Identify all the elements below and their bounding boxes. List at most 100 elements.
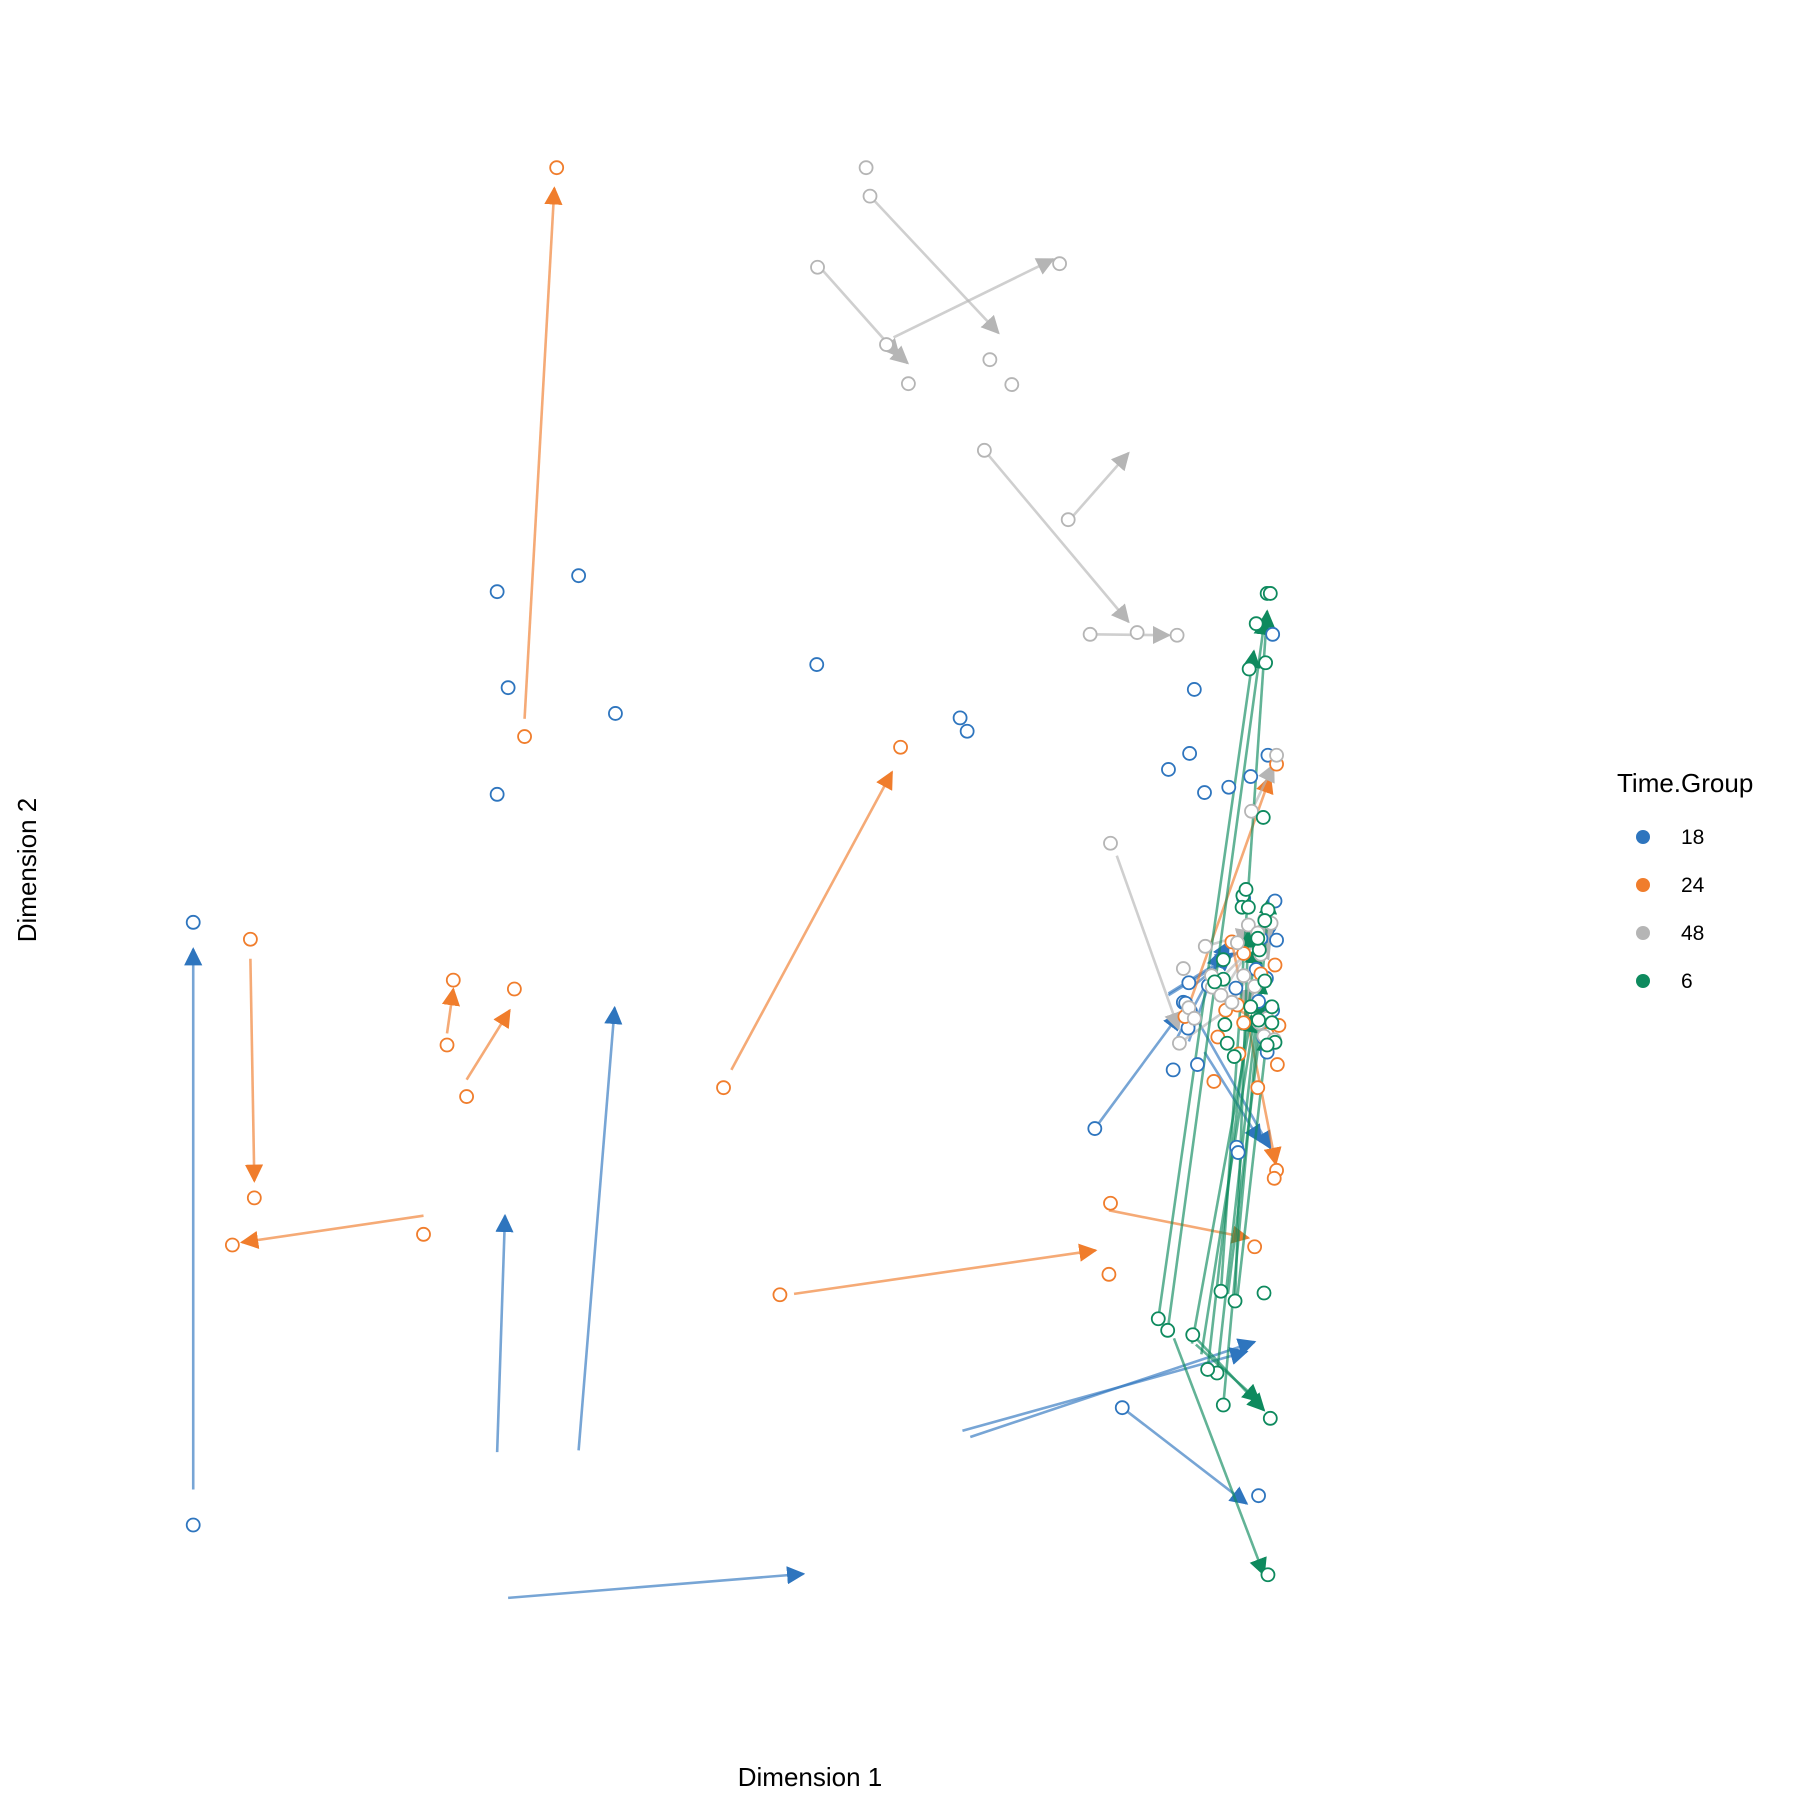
data-point-18-39 [1228, 980, 1244, 996]
data-point-48-2 [810, 259, 825, 275]
data-point-6-24 [1200, 1362, 1216, 1377]
data-point-24-1 [517, 729, 532, 744]
data-point-18-20 [1221, 779, 1237, 795]
data-point-6-5 [1255, 810, 1271, 825]
x-axis-title: Dimension 1 [738, 1762, 883, 1792]
data-point-6-14 [1251, 1012, 1266, 1028]
data-point-48-8 [976, 442, 992, 458]
data-point-18-25 [1251, 1488, 1266, 1504]
data-point-24-0 [549, 160, 565, 176]
trajectory-arrow-18-1 [495, 1213, 514, 1453]
data-point-6-21 [1256, 1285, 1272, 1301]
data-point-6-30 [1219, 1035, 1235, 1051]
legend-swatch-24 [1636, 878, 1650, 892]
data-point-24-15 [1247, 1239, 1263, 1255]
data-point-6-26 [1262, 1410, 1278, 1426]
data-point-6-37 [1238, 882, 1254, 897]
data-point-24-25 [1267, 957, 1283, 973]
trajectory-arrow-6-10 [1190, 1013, 1258, 1344]
data-point-24-11 [716, 1080, 731, 1096]
data-point-48-6 [982, 352, 998, 368]
trajectory-arrow-18-2 [577, 1005, 623, 1451]
legend-item-48: 48 [1636, 922, 1704, 945]
data-point-18-3 [489, 584, 505, 600]
trajectory-arrow-24-1 [244, 958, 264, 1183]
trajectory-arrow-24-0 [523, 186, 563, 719]
data-point-18-12 [1181, 975, 1197, 991]
data-point-18-10 [1161, 762, 1176, 777]
data-point-24-13 [1101, 1266, 1117, 1282]
data-point-6-3 [1241, 661, 1257, 677]
data-point-48-17 [1172, 1035, 1187, 1051]
data-point-24-10 [893, 739, 908, 755]
data-point-18-16 [1197, 785, 1212, 800]
data-point-6-1 [1262, 586, 1278, 601]
data-point-6-20 [1227, 1293, 1243, 1309]
data-point-24-6 [439, 1037, 455, 1053]
data-point-24-23 [1236, 946, 1252, 961]
data-point-18-1 [185, 1517, 201, 1533]
legend-item-18: 18 [1636, 826, 1704, 849]
trajectory-arrow-24-5 [730, 770, 894, 1071]
trajectory-arrow-24-6 [793, 1243, 1098, 1296]
data-point-6-29 [1226, 1049, 1242, 1064]
data-point-24-2 [242, 931, 258, 947]
trajectory-arrow-18-10 [969, 1338, 1257, 1439]
data-point-6-35 [1240, 899, 1256, 915]
trajectory-arrow-24-3 [441, 987, 461, 1034]
data-point-18-9 [1182, 746, 1198, 761]
data-point-6-28 [1217, 1017, 1233, 1032]
data-point-18-2 [489, 786, 505, 802]
trajectory-arrow-48-6 [1090, 625, 1172, 645]
data-point-48-13 [1103, 835, 1118, 851]
data-point-48-16 [1175, 961, 1191, 976]
data-point-6-12 [1250, 930, 1266, 946]
data-point-6-4 [1258, 655, 1273, 671]
data-point-6-27 [1260, 1567, 1276, 1583]
trajectory-arrow-48-7 [1115, 855, 1182, 1031]
data-point-18-36 [1269, 932, 1284, 948]
data-point-6-36 [1257, 913, 1273, 928]
trajectory-arrow-18-13 [1203, 1051, 1263, 1144]
data-point-18-22 [959, 723, 975, 739]
data-point-24-3 [246, 1190, 262, 1206]
trajectory-arrow-48-2 [869, 195, 1000, 335]
data-point-18-19 [1265, 626, 1281, 642]
data-point-48-22 [1240, 917, 1256, 933]
trajectory-arrow-24-4 [465, 1008, 511, 1081]
trajectory-arrow-48-5 [1072, 451, 1130, 517]
data-point-24-14 [1103, 1195, 1118, 1211]
trajectory-arrow-18-3 [508, 1566, 806, 1600]
data-point-24-33 [1236, 1015, 1252, 1031]
data-point-6-32 [1207, 974, 1223, 990]
trajectory-arrow-18-4 [1093, 1011, 1182, 1130]
data-point-24-19 [1206, 1074, 1222, 1089]
y-axis-title: Dimension 2 [12, 798, 42, 943]
data-point-48-31 [1224, 994, 1240, 1010]
trajectory-arrow-6-7 [1215, 975, 1269, 1374]
data-point-48-3 [879, 337, 894, 352]
legend-swatch-18 [1636, 830, 1650, 844]
trajectory-arrow-24-2 [239, 1214, 424, 1249]
trajectory-arrow-6-13 [1200, 994, 1265, 1355]
trajectory-arrow-48-3 [892, 258, 1055, 339]
data-point-6-22 [1185, 1327, 1201, 1343]
data-point-18-21 [952, 710, 968, 726]
data-point-18-28 [1190, 1057, 1205, 1072]
data-point-48-27 [1236, 968, 1252, 984]
legend-title: Time.Group [1617, 768, 1753, 798]
data-point-24-4 [224, 1237, 240, 1253]
data-point-18-4 [571, 568, 587, 584]
legend-label-24: 24 [1681, 874, 1705, 897]
data-point-18-8 [1087, 1121, 1103, 1136]
trajectory-arrow-48-4 [983, 449, 1130, 624]
data-point-24-9 [459, 1089, 475, 1104]
data-point-48-14 [1269, 747, 1284, 763]
trajectory-arrow-18-11 [1121, 1406, 1249, 1505]
legend-item-6: 6 [1636, 970, 1693, 993]
trajectory-arrow-6-12 [1235, 1033, 1275, 1304]
data-point-24-7 [445, 972, 461, 988]
data-point-6-18 [1150, 1311, 1166, 1327]
data-point-48-5 [901, 376, 916, 392]
